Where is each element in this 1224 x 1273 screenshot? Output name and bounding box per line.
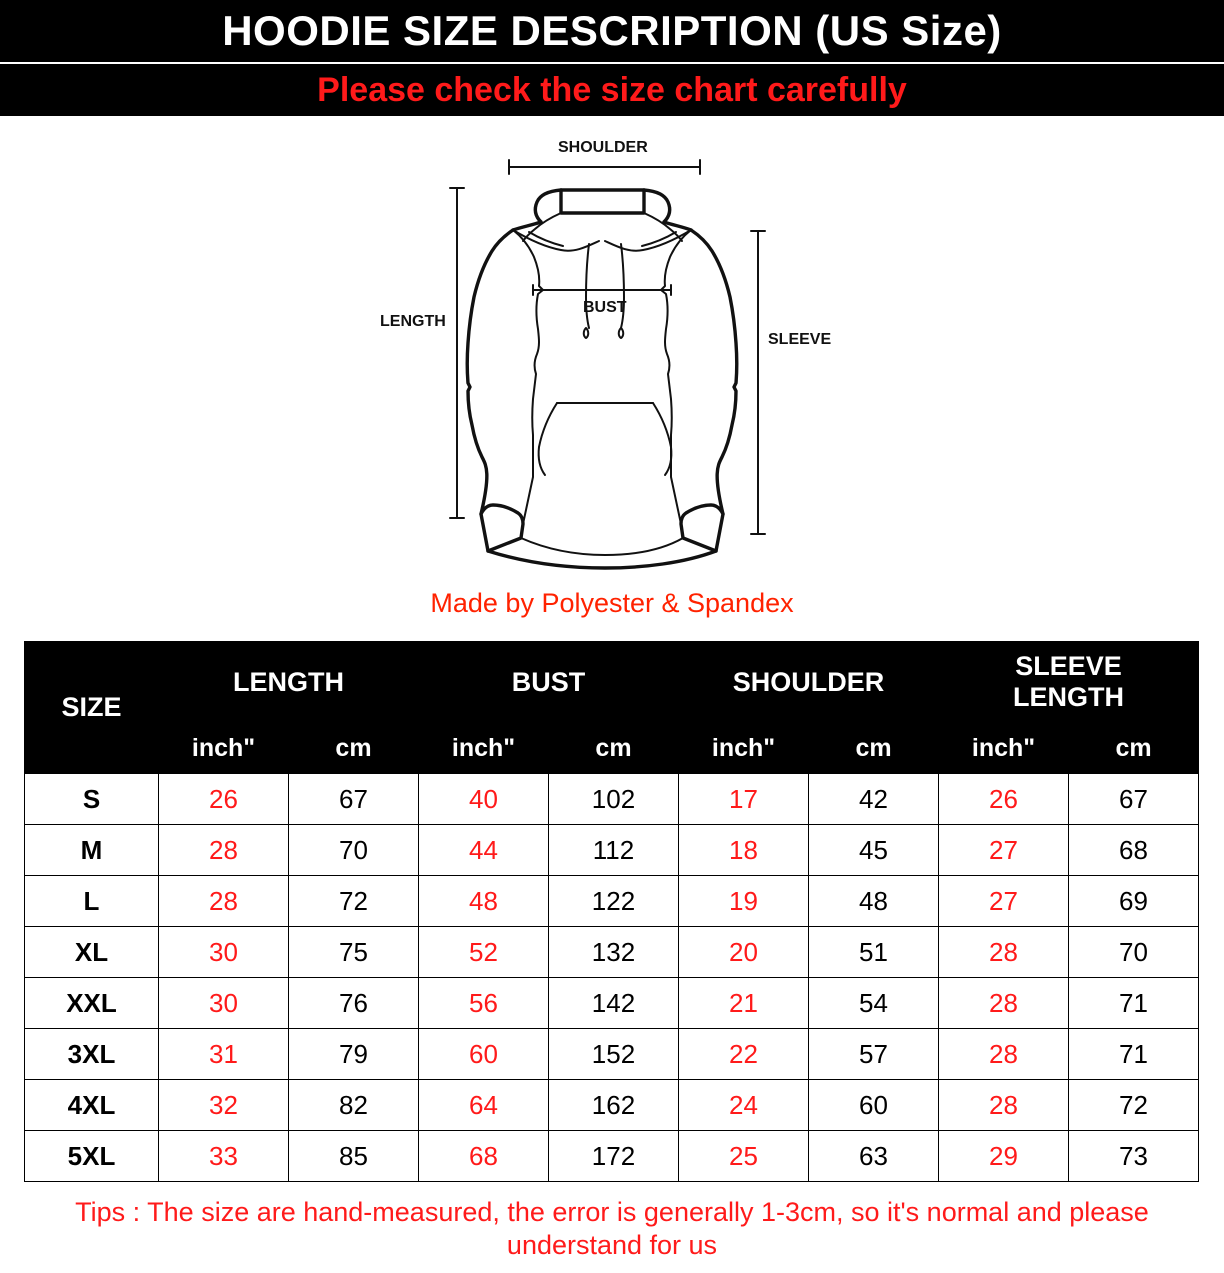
svg-text:SHOULDER: SHOULDER — [558, 140, 648, 156]
svg-text:SLEEVE: SLEEVE — [768, 331, 831, 348]
svg-text:LENGTH: LENGTH — [380, 313, 446, 330]
svg-text:BUST: BUST — [583, 299, 627, 316]
